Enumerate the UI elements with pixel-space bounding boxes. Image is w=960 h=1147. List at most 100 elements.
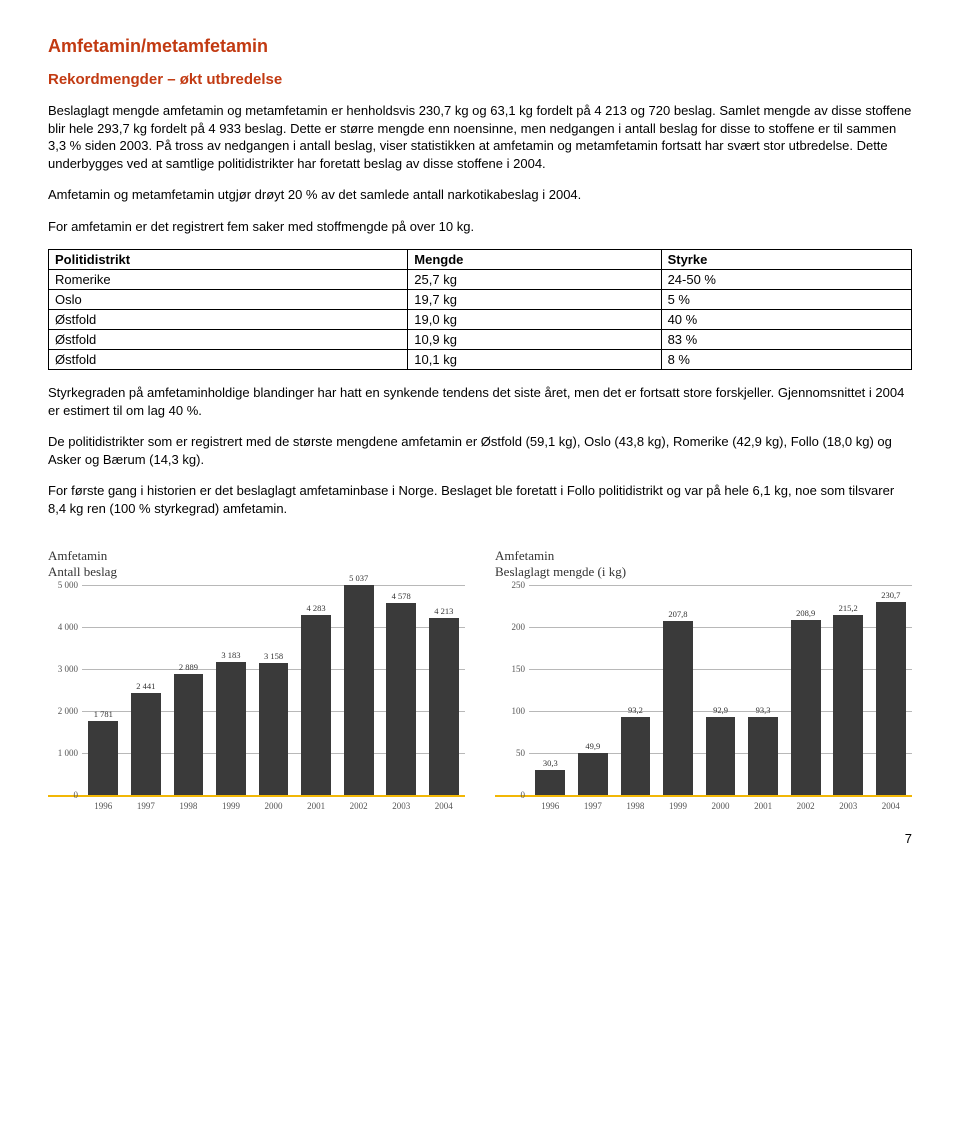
chart-bar: 2 441 (125, 585, 168, 795)
chart-xtick: 1996 (529, 801, 572, 811)
chart-bar: 49,9 (572, 585, 615, 795)
chart-ytick: 150 (495, 664, 525, 674)
table-row: Østfold10,1 kg8 % (49, 350, 912, 370)
bar-value-label: 30,3 (543, 758, 558, 768)
chart-ytick: 2 000 (48, 706, 78, 716)
bar-value-label: 4 283 (307, 603, 326, 613)
chart-bar: 2 889 (167, 585, 210, 795)
chart-beslaglagt-mengde: Amfetamin Beslaglagt mengde (i kg) 30,3 4… (495, 548, 912, 812)
chart-xtick: 1999 (657, 801, 700, 811)
chart-xtick: 2001 (295, 801, 338, 811)
bar-value-label: 49,9 (585, 741, 600, 751)
chart-bar: 5 037 (337, 585, 380, 795)
table-cell: 24-50 % (661, 270, 911, 290)
chart-xtick: 2000 (699, 801, 742, 811)
table-cell: 25,7 kg (408, 270, 661, 290)
table-header: Styrke (661, 250, 911, 270)
table-row: Romerike25,7 kg24-50 % (49, 270, 912, 290)
page-number: 7 (48, 831, 912, 846)
chart-xtick: 1998 (614, 801, 657, 811)
chart-bar: 93,2 (614, 585, 657, 795)
table-row: Østfold10,9 kg83 % (49, 330, 912, 350)
bar-value-label: 2 441 (136, 681, 155, 691)
charts-row: Amfetamin Antall beslag 1 781 2 441 2 889 3… (48, 548, 912, 812)
chart-bar: 92,9 (699, 585, 742, 795)
chart-xtick: 1996 (82, 801, 125, 811)
bar-value-label: 208,9 (796, 608, 815, 618)
paragraph-2: Amfetamin og metamfetamin utgjør drøyt 2… (48, 186, 912, 204)
table-cell: Østfold (49, 310, 408, 330)
table-cell: 19,0 kg (408, 310, 661, 330)
chart-ytick: 0 (48, 790, 78, 800)
chart-bar: 4 213 (423, 585, 466, 795)
chart-ytick: 200 (495, 622, 525, 632)
chart-bar: 30,3 (529, 585, 572, 795)
table-cell: 10,1 kg (408, 350, 661, 370)
chart-bar: 3 183 (210, 585, 253, 795)
table-cell: 83 % (661, 330, 911, 350)
page-title: Amfetamin/metamfetamin (48, 36, 912, 57)
chart1-caption: Amfetamin Antall beslag (48, 548, 465, 582)
chart-bar: 1 781 (82, 585, 125, 795)
bar-value-label: 230,7 (881, 590, 900, 600)
chart-xtick: 2004 (423, 801, 466, 811)
table-cell: Østfold (49, 330, 408, 350)
bar-value-label: 92,9 (713, 705, 728, 715)
chart-bar: 230,7 (870, 585, 913, 795)
table-cell: Romerike (49, 270, 408, 290)
table-row: Østfold19,0 kg40 % (49, 310, 912, 330)
chart-bar: 3 158 (252, 585, 295, 795)
seizure-table: PolitidistriktMengdeStyrke Romerike25,7 … (48, 249, 912, 370)
chart-xtick: 1998 (167, 801, 210, 811)
chart-bar: 215,2 (827, 585, 870, 795)
paragraph-4: Styrkegraden på amfetaminholdige blandin… (48, 384, 912, 419)
chart-ytick: 4 000 (48, 622, 78, 632)
chart-xtick: 1997 (572, 801, 615, 811)
bar-value-label: 93,3 (756, 705, 771, 715)
table-cell: Østfold (49, 350, 408, 370)
table-cell: 8 % (661, 350, 911, 370)
table-cell: 40 % (661, 310, 911, 330)
chart-ytick: 100 (495, 706, 525, 716)
bar-value-label: 3 183 (221, 650, 240, 660)
page-subtitle: Rekordmengder – økt utbredelse (48, 71, 912, 88)
chart-antall-beslag: Amfetamin Antall beslag 1 781 2 441 2 889 3… (48, 548, 465, 812)
bar-value-label: 5 037 (349, 573, 368, 583)
chart-bar: 4 578 (380, 585, 423, 795)
chart-xtick: 2002 (784, 801, 827, 811)
chart-ytick: 0 (495, 790, 525, 800)
chart-bar: 93,3 (742, 585, 785, 795)
paragraph-6: For første gang i historien er det besla… (48, 482, 912, 517)
bar-value-label: 215,2 (839, 603, 858, 613)
chart-xtick: 2001 (742, 801, 785, 811)
paragraph-5: De politidistrikter som er registrert me… (48, 433, 912, 468)
bar-value-label: 3 158 (264, 651, 283, 661)
table-cell: Oslo (49, 290, 408, 310)
chart-ytick: 3 000 (48, 664, 78, 674)
bar-value-label: 4 578 (392, 591, 411, 601)
chart-ytick: 1 000 (48, 748, 78, 758)
table-header: Mengde (408, 250, 661, 270)
chart-xtick: 2000 (252, 801, 295, 811)
table-cell: 19,7 kg (408, 290, 661, 310)
chart-ytick: 250 (495, 580, 525, 590)
chart-bar: 207,8 (657, 585, 700, 795)
bar-value-label: 207,8 (668, 609, 687, 619)
paragraph-3: For amfetamin er det registrert fem sake… (48, 218, 912, 236)
chart-xtick: 2004 (870, 801, 913, 811)
chart-xtick: 2003 (827, 801, 870, 811)
chart-xtick: 1997 (125, 801, 168, 811)
chart-ytick: 50 (495, 748, 525, 758)
table-header: Politidistrikt (49, 250, 408, 270)
chart-xtick: 2003 (380, 801, 423, 811)
table-cell: 5 % (661, 290, 911, 310)
chart-ytick: 5 000 (48, 580, 78, 590)
bar-value-label: 2 889 (179, 662, 198, 672)
table-cell: 10,9 kg (408, 330, 661, 350)
bar-value-label: 4 213 (434, 606, 453, 616)
bar-value-label: 1 781 (94, 709, 113, 719)
chart2-caption: Amfetamin Beslaglagt mengde (i kg) (495, 548, 912, 582)
bar-value-label: 93,2 (628, 705, 643, 715)
chart-bar: 208,9 (784, 585, 827, 795)
table-row: Oslo19,7 kg5 % (49, 290, 912, 310)
